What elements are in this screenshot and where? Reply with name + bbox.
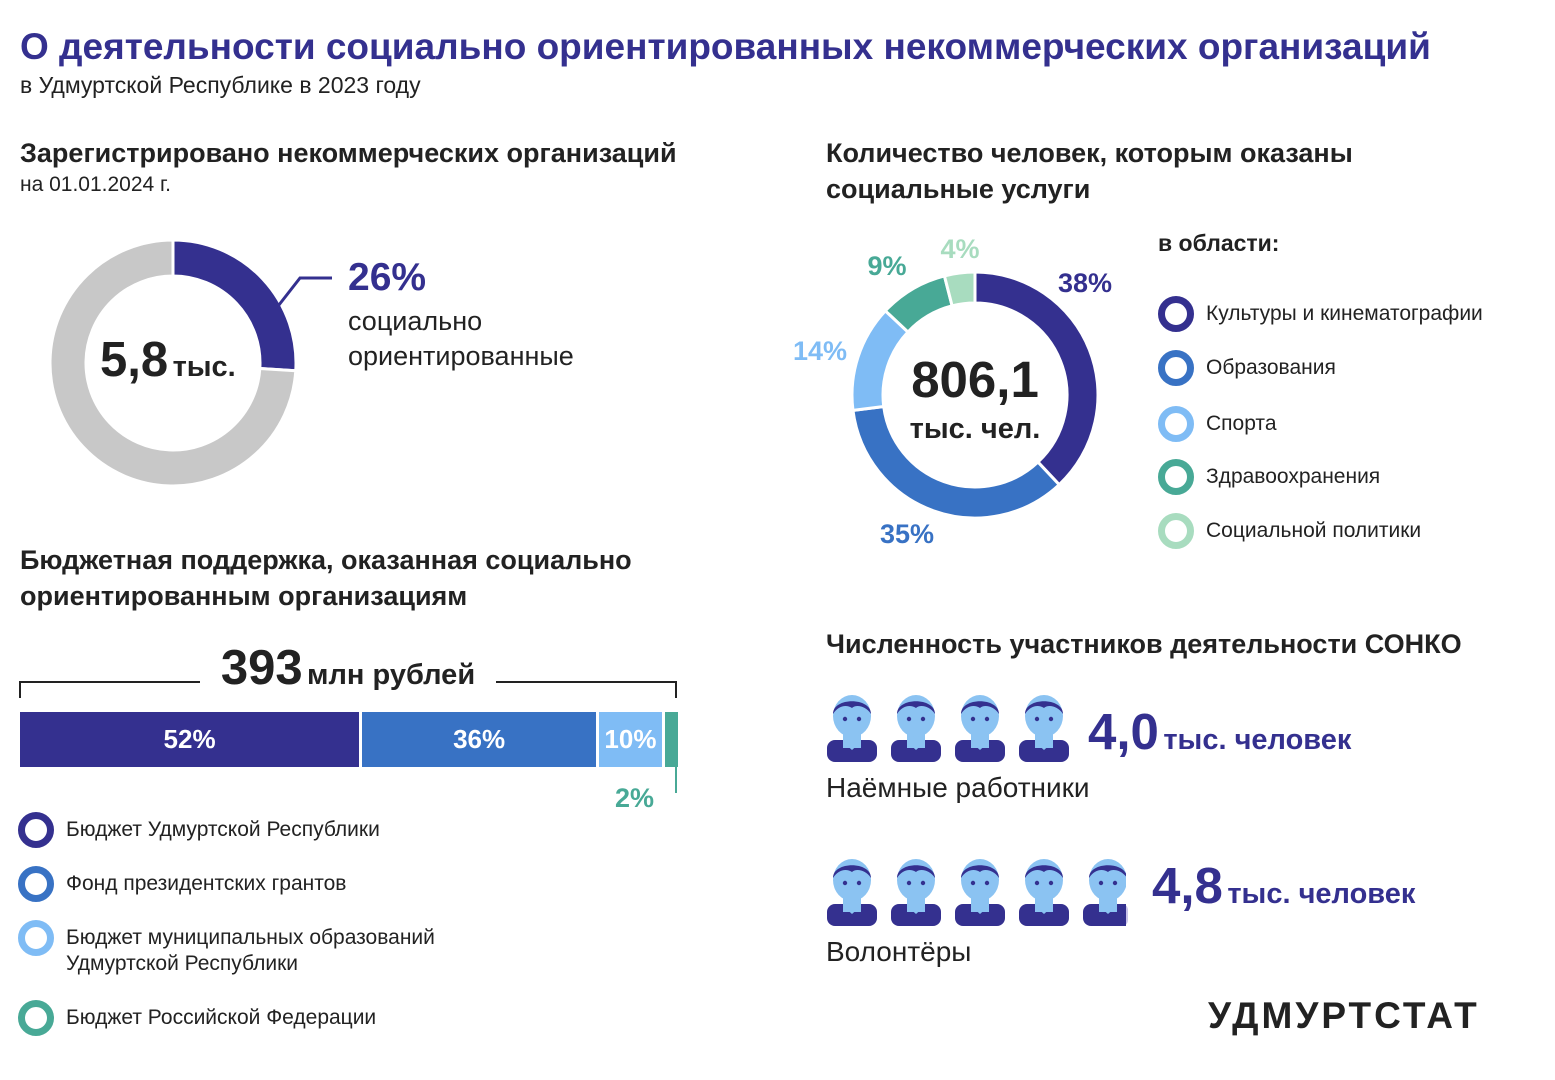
budget-legend-label-line: Фонд президентских грантов	[66, 872, 347, 895]
services-legend-item: Спорта	[1158, 406, 1277, 442]
budget-total-unit: млн рублей	[307, 659, 476, 691]
registered-share-value: 26%	[348, 256, 427, 299]
person-icon	[1018, 856, 1070, 926]
services-legend-item: Культуры и кинематографии	[1158, 296, 1483, 332]
budget-heading-line-1: Бюджетная поддержка, оказанная социально	[20, 545, 632, 575]
registered-donut-segments	[48, 238, 298, 488]
budget-small-segment-leader	[675, 767, 677, 793]
person-icon	[826, 692, 878, 762]
legend-ring-icon	[1158, 296, 1194, 332]
services-legend-label: Образования	[1206, 356, 1336, 379]
registered-share-text-line-1: социально	[348, 306, 483, 336]
registered-center-label: 5,8 тыс.	[100, 332, 236, 388]
budget-legend-label-line: Бюджет Удмуртской Республики	[66, 818, 380, 841]
services-heading-line-1: Количество человек, которым оказаны	[826, 138, 1353, 168]
employees-unit: тыс. человек	[1163, 724, 1352, 756]
budget-heading: Бюджетная поддержка, оказанная социально…	[20, 542, 632, 614]
services-heading: Количество человек, которым оказаны соци…	[826, 135, 1353, 207]
budget-bar-label: 2%	[615, 783, 655, 813]
volunteers-count: 4,8 тыс. человек	[1152, 856, 1415, 915]
services-legend-label: Здравоохранения	[1206, 465, 1381, 488]
registered-heading: Зарегистрировано некоммерческих организа…	[20, 138, 677, 168]
legend-ring-icon	[1158, 459, 1194, 495]
services-center-unit: тыс. чел.	[909, 413, 1041, 445]
budget-legend-label: Фонд президентских грантов	[66, 866, 346, 897]
legend-ring-icon	[18, 1000, 54, 1036]
budget-bracket	[19, 681, 677, 698]
donut-slice-5	[942, 270, 977, 308]
budget-bar-segment	[664, 712, 678, 767]
budget-legend-label-line: Удмуртской Республики	[66, 952, 299, 975]
participants-heading: Численность участников деятельности СОНК…	[826, 629, 1462, 659]
brand-logo: УДМУРТСТАТ	[1208, 995, 1480, 1036]
services-slice-label: 38%	[1058, 268, 1112, 298]
services-slice-label: 9%	[867, 251, 906, 281]
budget-bar-label: 10%	[604, 724, 657, 754]
services-legend-item: Образования	[1158, 350, 1336, 386]
volunteers-value: 4,8	[1152, 857, 1223, 914]
budget-bar-segment: 10%	[599, 712, 662, 767]
budget-legend-label: Бюджет муниципальных образований Удмуртск…	[66, 920, 435, 977]
services-slice-label: 14%	[793, 336, 847, 366]
registered-share-text-line-2: ориентированные	[348, 341, 574, 371]
person-icon	[1082, 856, 1126, 926]
budget-bar-label: 52%	[163, 724, 216, 754]
services-slice-label: 4%	[940, 234, 979, 264]
services-donut-segments	[850, 270, 1100, 520]
registered-center-unit: тыс.	[172, 351, 236, 383]
person-icon	[890, 856, 942, 926]
person-icon	[954, 692, 1006, 762]
budget-legend-item: Бюджет Российской Федерации	[18, 1000, 376, 1036]
budget-legend-item: Бюджет муниципальных образований Удмуртск…	[18, 920, 435, 977]
budget-legend-item: Фонд президентских грантов	[18, 866, 346, 902]
budget-heading-line-2: ориентированным организациям	[20, 581, 468, 611]
page-subtitle: в Удмуртской Республике в 2023 году	[20, 72, 421, 98]
budget-legend-label: Бюджет Удмуртской Республики	[66, 812, 380, 843]
employees-value: 4,0	[1088, 703, 1159, 760]
volunteers-unit: тыс. человек	[1227, 878, 1416, 910]
services-legend-item: Здравоохранения	[1158, 459, 1380, 495]
registered-share-text: социально ориентированные	[348, 304, 574, 374]
services-center-value: 806,1	[911, 351, 1039, 408]
budget-total-value: 393	[220, 641, 303, 695]
employees-label: Наёмные работники	[826, 772, 1090, 803]
services-legend-label: Социальной политики	[1206, 519, 1422, 542]
legend-ring-icon	[18, 920, 54, 956]
budget-legend-label: Бюджет Российской Федерации	[66, 1000, 376, 1031]
services-legend-label: Культуры и кинематографии	[1206, 302, 1483, 325]
employees-count: 4,0 тыс. человек	[1088, 702, 1351, 761]
budget-legend-item: Бюджет Удмуртской Республики	[18, 812, 380, 848]
services-legend-title: в области:	[1158, 230, 1280, 256]
registered-donut	[48, 238, 298, 488]
services-slice-label: 35%	[880, 519, 934, 549]
budget-total: 393 млн рублей	[200, 640, 496, 696]
budget-legend-label-line: Бюджет муниципальных образований	[66, 926, 435, 949]
services-legend-label: Спорта	[1206, 412, 1277, 435]
legend-ring-icon	[1158, 406, 1194, 442]
person-icon	[954, 856, 1006, 926]
registered-center-value: 5,8	[100, 333, 169, 387]
services-donut: 38% 35% 14% 9% 4%	[793, 234, 1112, 549]
budget-legend-label-line: Бюджет Российской Федерации	[66, 1006, 377, 1029]
person-icon	[1018, 692, 1070, 762]
budget-bar-label: 36%	[453, 724, 506, 754]
legend-ring-icon	[18, 812, 54, 848]
services-heading-line-2: социальные услуги	[826, 174, 1091, 204]
budget-bar-segment: 36%	[362, 712, 597, 767]
person-icon	[890, 692, 942, 762]
registered-leader-line	[273, 276, 332, 311]
page-title: О деятельности социально ориентированных…	[20, 26, 1431, 67]
volunteers-label: Волонтёры	[826, 936, 972, 967]
services-donut-labels: 38% 35% 14% 9% 4%	[793, 234, 1112, 549]
legend-ring-icon	[1158, 513, 1194, 549]
legend-ring-icon	[18, 866, 54, 902]
person-icon	[826, 856, 878, 926]
services-legend-item: Социальной политики	[1158, 513, 1421, 549]
legend-ring-icon	[1158, 350, 1194, 386]
donut-slice-other	[48, 238, 298, 488]
registered-date: на 01.01.2024 г.	[20, 173, 171, 196]
budget-bar-segment: 52%	[20, 712, 360, 767]
